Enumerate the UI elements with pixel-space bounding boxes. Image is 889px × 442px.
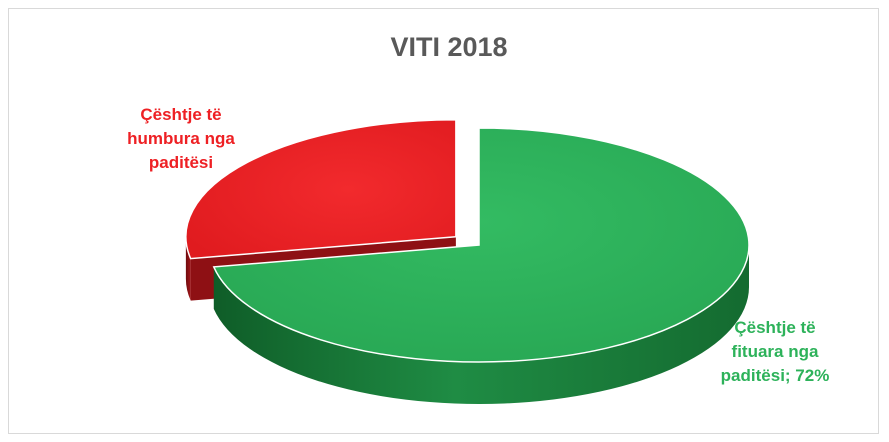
slice-label-line: paditësi; 72%: [721, 366, 830, 385]
slice-label-line: paditësi: [149, 153, 213, 172]
pie-side-shtje-t-humbura-nga-padit-si: [185, 236, 191, 301]
slice-label-line: Çështje të: [140, 105, 221, 124]
pie-slice-shtje-t-fituara-nga-padit-si: [212, 127, 750, 363]
slice-label: Çështje të fituara nga paditësi; 72%: [721, 318, 830, 385]
slice-label-line: humbura nga: [127, 129, 235, 148]
slice-labels: Çështje të fituara nga paditësi; 72%Çështj…: [127, 105, 829, 385]
pie-side-shtje-t-fituara-nga-padit-si: [213, 245, 749, 405]
pie-slices: [185, 118, 750, 405]
chart-title: VITI 2018: [390, 32, 507, 62]
slice-label-line: fituara nga: [732, 342, 819, 361]
pie-slice-shtje-t-humbura-nga-padit-si: [185, 118, 457, 260]
slice-label: Çështje të humbura nga paditësi: [127, 105, 235, 172]
slice-label-line: Çështje të: [734, 318, 815, 337]
